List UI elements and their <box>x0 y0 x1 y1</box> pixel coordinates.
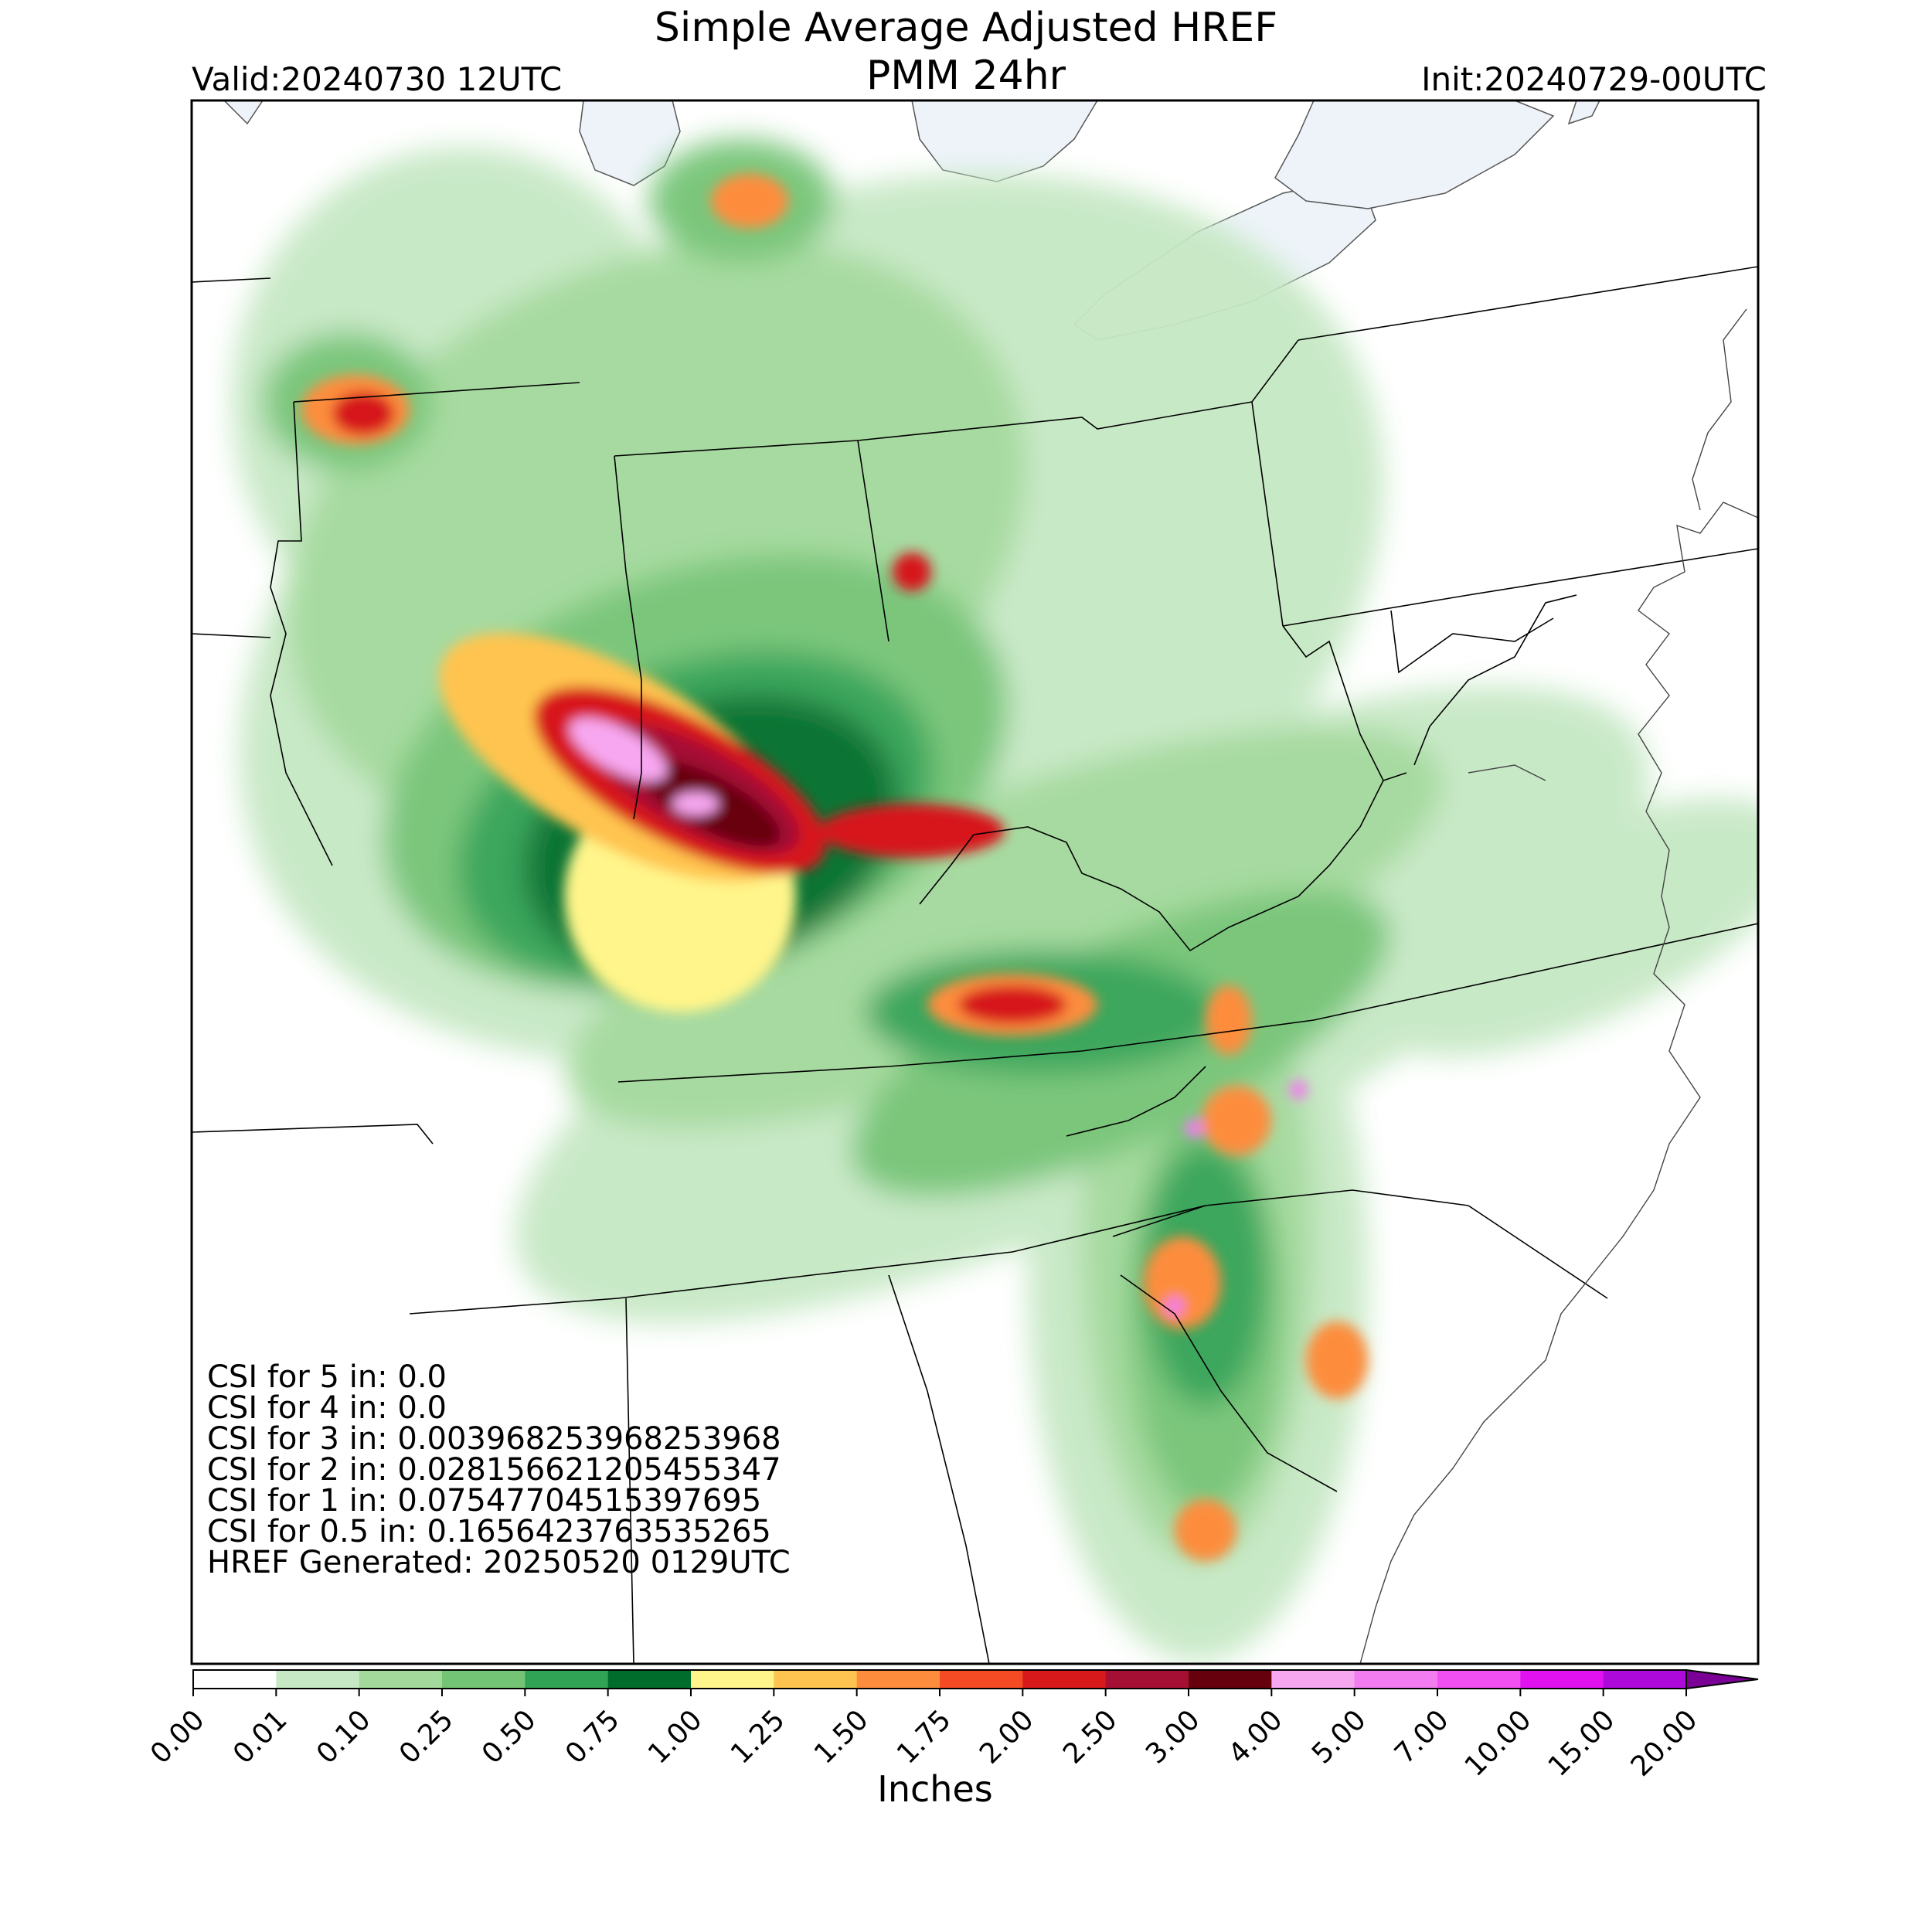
colorbar-label: Inches <box>877 1768 993 1810</box>
map-title: Simple Average Adjusted HREF <box>654 5 1278 51</box>
csi-line: CSI for 2 in: 0.028156621205455347 <box>207 1452 781 1488</box>
colorbar-swatch <box>1271 1670 1355 1689</box>
colorbar-swatch <box>856 1670 940 1689</box>
colorbar-swatch <box>276 1670 360 1689</box>
map-frame <box>190 99 1760 1665</box>
colorbar-swatch <box>607 1670 692 1689</box>
precip-field <box>232 139 1758 1662</box>
csi-line: CSI for 1 in: 0.07547704515397695 <box>207 1483 762 1519</box>
csi-line: CSI for 0.5 in: 0.1656423763535265 <box>207 1514 771 1549</box>
colorbar-swatch <box>359 1670 443 1689</box>
init-time: Init:20240729-00UTC <box>1421 60 1767 98</box>
colorbar-swatch <box>940 1670 1023 1689</box>
colorbar-swatch <box>691 1670 774 1689</box>
colorbar-swatch <box>1603 1670 1687 1689</box>
map-subtitle: PMM 24hr <box>866 53 1066 99</box>
state-borders <box>192 155 1758 1664</box>
csi-line: CSI for 4 in: 0.0 <box>207 1390 447 1426</box>
colorbar-swatch <box>1105 1670 1189 1689</box>
colorbar-swatch <box>1520 1670 1604 1689</box>
csi-line: HREF Generated: 20250520 0129UTC <box>207 1545 791 1580</box>
colorbar-swatch <box>1022 1670 1107 1689</box>
colorbar-swatch <box>774 1670 858 1689</box>
colorbar-swatch <box>525 1670 609 1689</box>
colorbar-extend-arrow <box>1685 1668 1759 1690</box>
csi-line: CSI for 5 in: 0.0 <box>207 1359 447 1395</box>
colorbar-swatch <box>1437 1670 1521 1689</box>
valid-time: Valid:20240730 12UTC <box>192 60 563 98</box>
colorbar <box>192 1668 1759 1696</box>
csi-stats: CSI for 5 in: 0.0 CSI for 4 in: 0.0 CSI fo… <box>207 1362 791 1578</box>
colorbar-swatch <box>1189 1670 1272 1689</box>
colorbar-swatch <box>193 1670 277 1689</box>
colorbar-swatch <box>442 1670 526 1689</box>
csi-line: CSI for 3 in: 0.003968253968253968 <box>207 1421 781 1457</box>
coastlines <box>1359 308 1758 1664</box>
colorbar-swatch <box>1354 1670 1438 1689</box>
